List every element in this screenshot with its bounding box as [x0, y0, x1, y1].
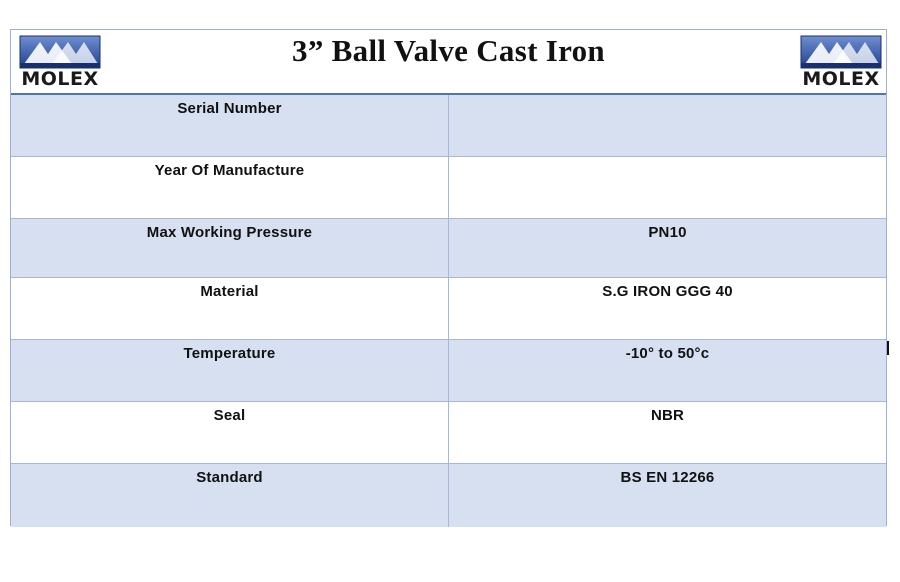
row-value: -10° to 50°c [625, 345, 710, 362]
row-value: PN10 [648, 224, 687, 241]
row-label: Standard [11, 464, 449, 527]
table-row: Standard BS EN 12266 [11, 464, 886, 527]
logo-right: MOLEX [799, 34, 883, 90]
spec-plate: MOLEX 3” Ball Valve Cast Iron MOLEX [10, 29, 887, 527]
logo-left-text: MOLEX [21, 68, 99, 90]
text-cursor-mark [887, 341, 889, 355]
row-value [449, 157, 886, 218]
table-row: Temperature -10° to 50°c [11, 340, 886, 402]
row-value: NBR [650, 407, 685, 424]
row-label: Material [11, 278, 449, 339]
table-row: Serial Number [11, 95, 886, 157]
table-row: Seal NBR [11, 402, 886, 464]
spec-table: Serial Number Year Of Manufacture Max Wo… [11, 95, 886, 527]
table-row: Max Working Pressure PN10 [11, 219, 886, 278]
row-value: S.G IRON GGG 40 [602, 283, 733, 300]
row-label: Year Of Manufacture [11, 157, 449, 218]
row-label: Seal [11, 402, 449, 463]
page-title: 3” Ball Valve Cast Iron [292, 33, 605, 68]
logo-left: MOLEX [18, 34, 102, 90]
table-row: Year Of Manufacture [11, 157, 886, 219]
molex-logo-icon [19, 35, 101, 69]
table-row: Material S.G IRON GGG 40 [11, 278, 886, 340]
row-label: Serial Number [11, 95, 449, 156]
logo-right-text: MOLEX [802, 68, 880, 90]
row-value: BS EN 12266 [620, 469, 715, 486]
molex-logo-icon [800, 35, 882, 69]
row-label: Temperature [11, 340, 449, 401]
row-value [449, 95, 886, 156]
plate-header: MOLEX 3” Ball Valve Cast Iron MOLEX [11, 30, 886, 94]
header-divider [11, 93, 886, 95]
row-label: Max Working Pressure [11, 219, 449, 277]
